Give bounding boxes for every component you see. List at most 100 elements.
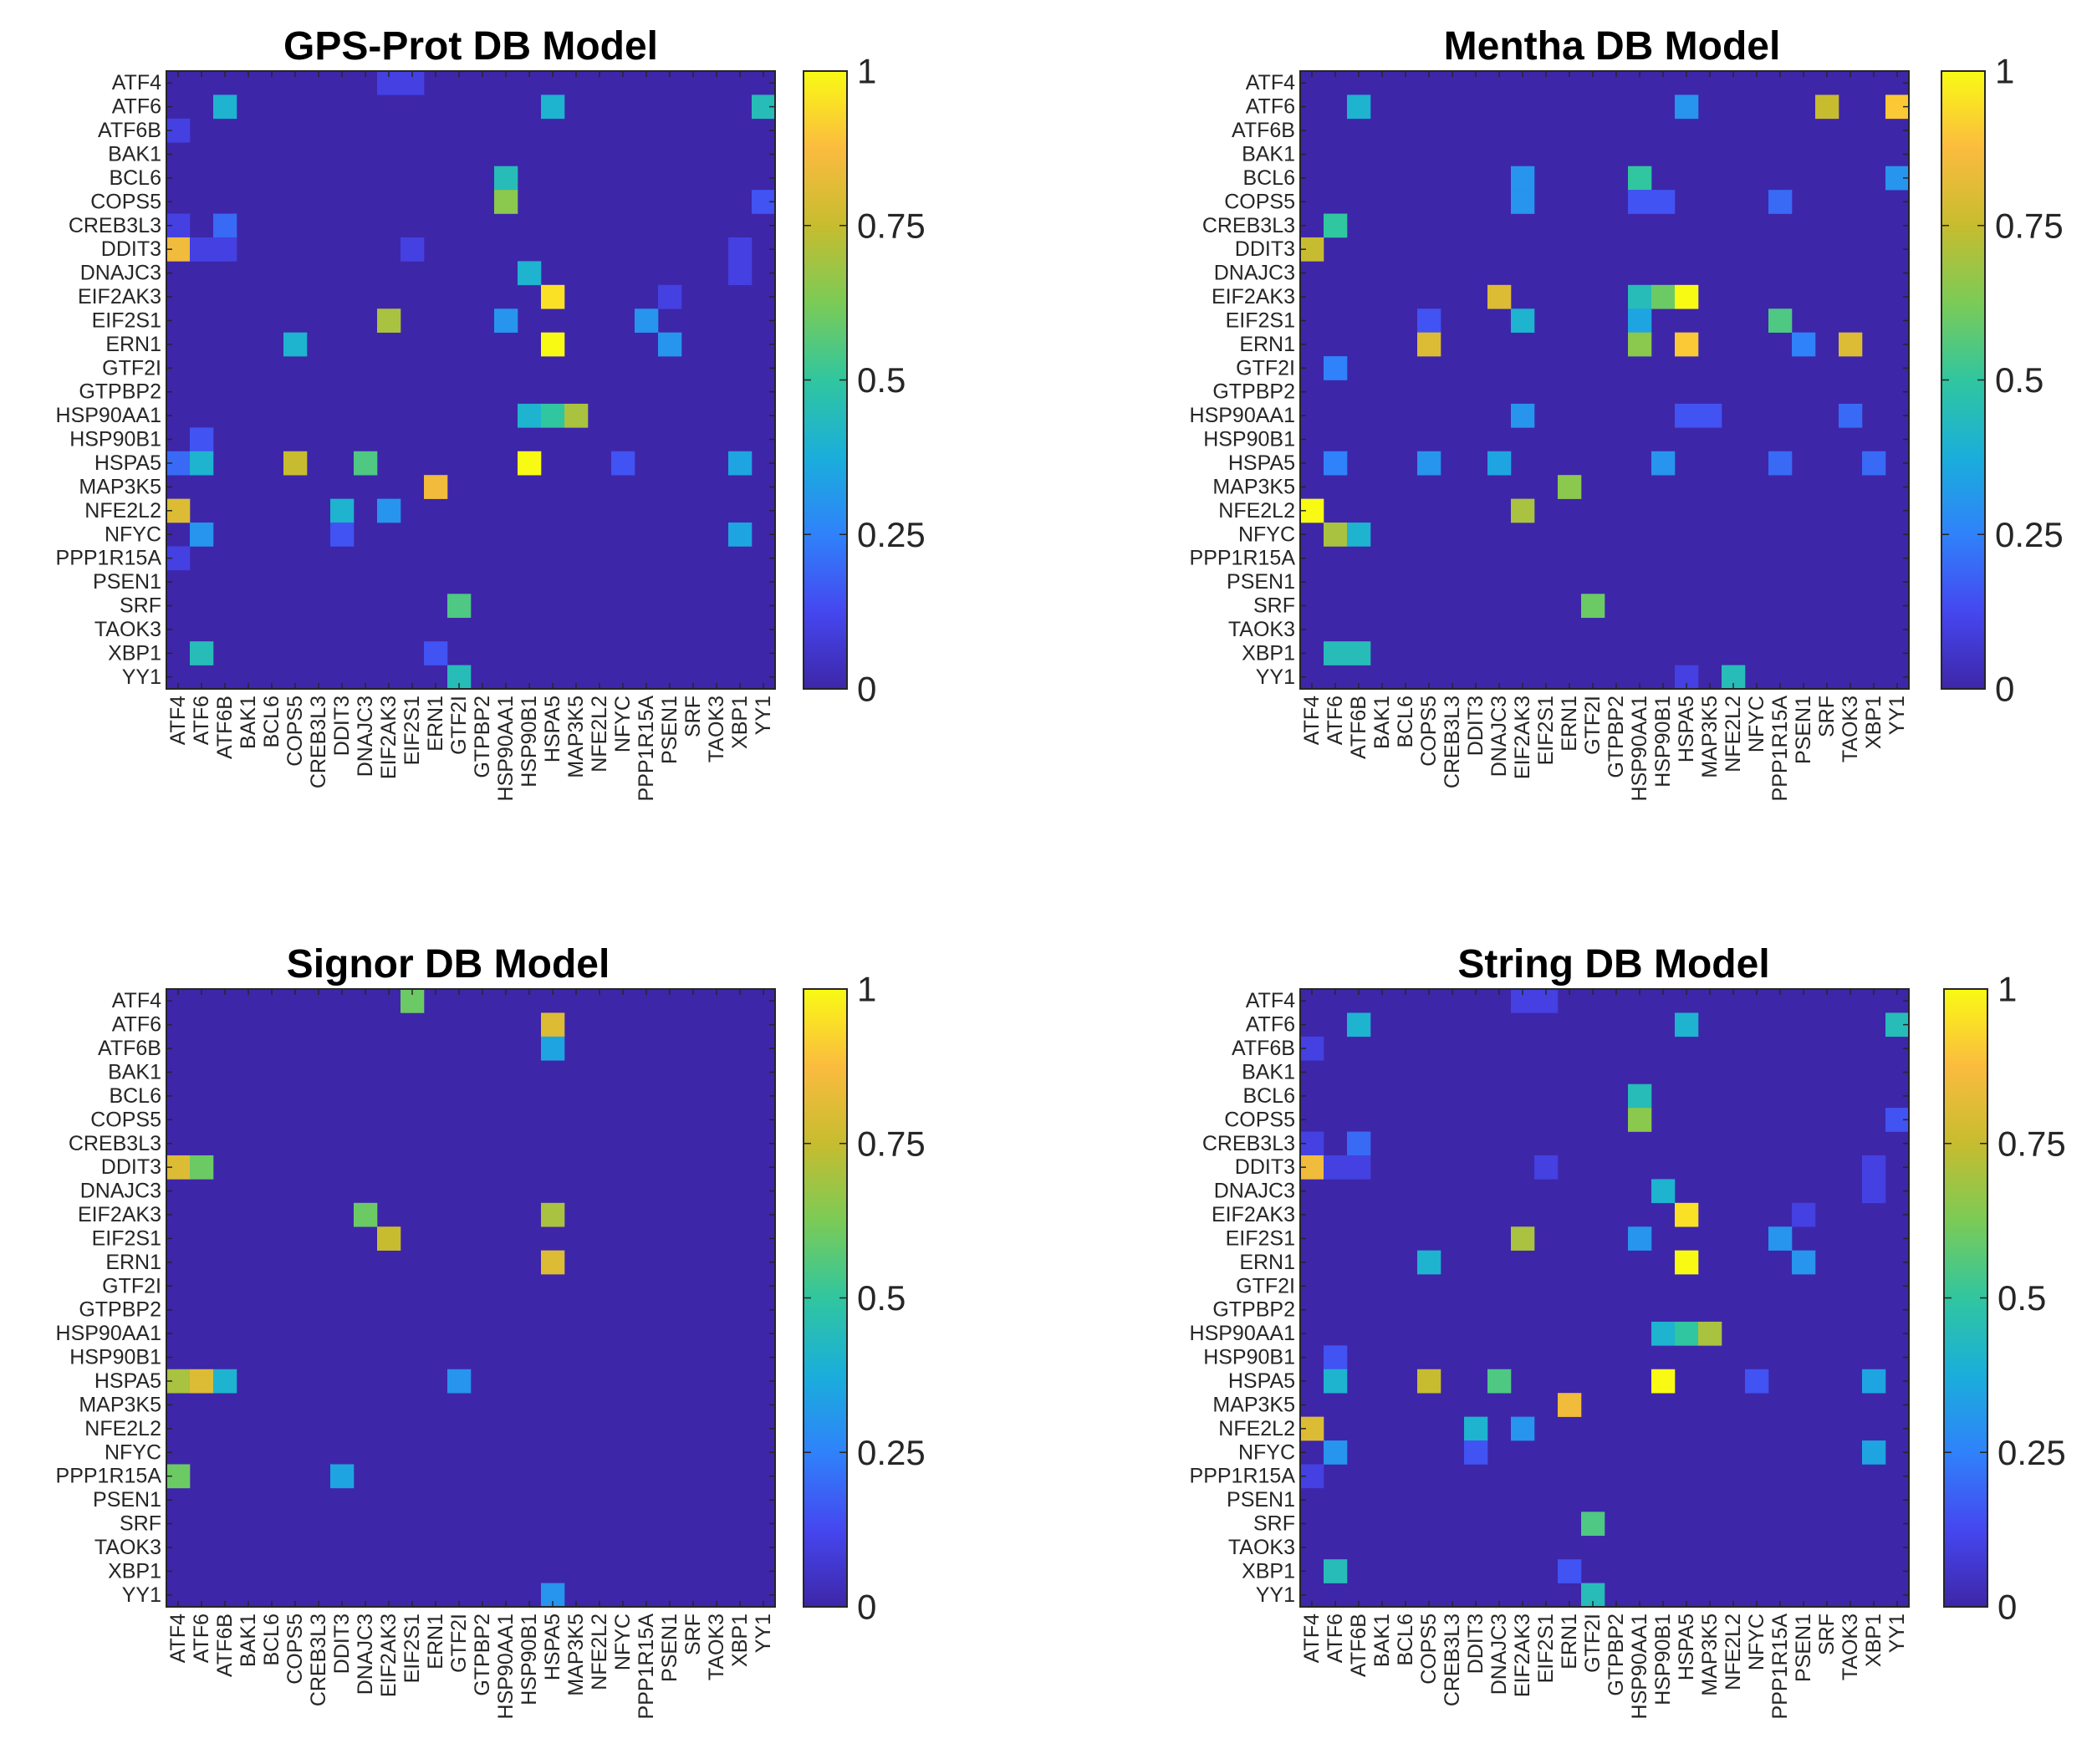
heatmap-cell [1792, 1202, 1816, 1227]
x-tick-label: BAK1 [1370, 1614, 1394, 1667]
heatmap-cell [1581, 594, 1605, 619]
x-tick-label: NFE2L2 [1722, 696, 1745, 772]
y-tick-label: BAK1 [1242, 1060, 1295, 1083]
colorbar-tick-label: 0 [1995, 670, 2014, 709]
colorbar-tick-label: 1 [857, 970, 876, 1009]
heatmap-cell [1675, 332, 1699, 357]
y-tick-label: EIF2S1 [1226, 308, 1295, 332]
x-tick-label: BAK1 [237, 696, 260, 749]
y-tick-label: YY1 [122, 665, 161, 689]
heatmap-cell [330, 498, 355, 523]
heatmap-cell [1862, 1155, 1886, 1180]
y-tick-label: ATF6B [98, 1037, 161, 1060]
heatmap-cell [1417, 332, 1441, 357]
heatmap-cell [1675, 1321, 1699, 1346]
y-tick-label: HSP90B1 [1203, 428, 1295, 451]
heatmap-cell [1675, 1012, 1699, 1037]
heatmap-cell [1347, 1155, 1371, 1180]
y-tick-label: GTF2I [1236, 356, 1295, 380]
x-tick-label: SRF [681, 696, 705, 737]
x-tick-label: CREB3L3 [1441, 1614, 1464, 1706]
heatmap-cell [541, 1036, 565, 1061]
heatmap-cell [1745, 1369, 1769, 1394]
x-tick-label: HSPA5 [1675, 696, 1698, 762]
heatmap-cell [213, 1369, 237, 1394]
y-tick-label: YY1 [1256, 665, 1295, 689]
x-tick-label: ERN1 [1558, 696, 1581, 752]
x-tick-label: BCL6 [1394, 696, 1417, 748]
x-tick-label: PPP1R15A [635, 696, 658, 802]
y-tick-label: MAP3K5 [1212, 475, 1295, 498]
heatmap-cell [1675, 1202, 1699, 1227]
heatmap-cell [1347, 523, 1371, 547]
y-tick-label: TAOK3 [94, 1536, 161, 1559]
heatmap-cell [541, 1012, 565, 1037]
heatmap-cell [518, 403, 542, 428]
heatmap-cell [1768, 1226, 1793, 1251]
y-tick-label: XBP1 [1242, 641, 1295, 665]
heatmap-cell [213, 237, 237, 262]
y-tick-label: PSEN1 [1227, 570, 1295, 594]
y-tick-label: BAK1 [108, 1060, 161, 1083]
x-tick-label: HSPA5 [541, 1614, 564, 1680]
y-tick-label: DDIT3 [1235, 237, 1295, 261]
x-tick-label: GTF2I [1581, 696, 1605, 755]
heatmap-cell [1511, 166, 1535, 191]
heatmap-cell [283, 451, 308, 476]
x-tick-label: EIF2S1 [1534, 696, 1558, 765]
colorbar-tick-label: 1 [1998, 970, 2017, 1009]
heatmap-cell [1487, 451, 1512, 476]
heatmap-cell [1675, 403, 1699, 428]
x-tick-label: CREB3L3 [1441, 696, 1464, 788]
x-tick-label: COPS5 [283, 696, 307, 767]
heatmap-cell [635, 308, 659, 333]
x-tick-label: ATF6B [213, 1614, 237, 1677]
x-tick-label: GTPBP2 [471, 696, 494, 778]
y-tick-label: ATF6B [1232, 119, 1295, 142]
heatmap-cell [1768, 190, 1793, 214]
heatmap-cell [658, 332, 682, 357]
y-tick-label: TAOK3 [94, 618, 161, 641]
y-tick-label: EIF2AK3 [1212, 285, 1295, 308]
x-tick-label: BAK1 [1370, 696, 1394, 749]
y-tick-label: DNAJC3 [1214, 262, 1295, 285]
heatmap-cell [213, 213, 237, 238]
x-tick-label: DDIT3 [330, 1614, 354, 1674]
heatmap-cell [1417, 308, 1441, 333]
heatmap-cell [611, 451, 635, 476]
x-tick-label: NFE2L2 [588, 1614, 611, 1690]
x-tick-label: DDIT3 [330, 696, 354, 756]
colorbar-tick-label: 0.25 [857, 515, 926, 554]
y-tick-label: ATF4 [112, 989, 161, 1012]
heatmap-cell [401, 237, 425, 262]
heatmap-cell [518, 451, 542, 476]
x-tick-label: ERN1 [424, 696, 447, 752]
x-tick-label: TAOK3 [705, 1614, 728, 1680]
y-tick-label: ATF6 [1246, 95, 1295, 119]
x-tick-label: CREB3L3 [307, 696, 330, 788]
y-tick-label: HSP90AA1 [1190, 1322, 1295, 1345]
y-tick-label: ATF6B [1232, 1037, 1295, 1060]
x-tick-label: GTF2I [1581, 1614, 1605, 1673]
x-tick-label: COPS5 [1417, 1614, 1441, 1685]
heatmap-cell [1511, 308, 1535, 333]
colorbar-tick-label: 0.5 [1995, 360, 2043, 400]
y-tick-label: HSP90B1 [69, 428, 161, 451]
x-tick-label: ATF6 [1324, 696, 1347, 745]
x-tick-label: TAOK3 [1839, 696, 1862, 762]
colorbar-tick-label: 1 [1995, 52, 2014, 91]
y-tick-label: HSPA5 [1228, 1369, 1295, 1393]
y-tick-label: HSP90AA1 [56, 404, 161, 427]
y-tick-label: COPS5 [90, 190, 161, 213]
heatmap-cell [1862, 451, 1886, 476]
heatmap-cell [424, 641, 448, 665]
heatmap-cell [354, 451, 378, 476]
heatmap-cell [1651, 1369, 1676, 1394]
heatmap-cell [190, 427, 214, 452]
x-tick-label: ATF6 [190, 696, 213, 745]
y-tick-label: BCL6 [1242, 1084, 1295, 1108]
x-tick-label: NFE2L2 [588, 696, 611, 772]
heatmap-cell [1792, 332, 1816, 357]
heatmap-cell [330, 523, 355, 547]
y-tick-label: EIF2AK3 [1212, 1203, 1295, 1226]
